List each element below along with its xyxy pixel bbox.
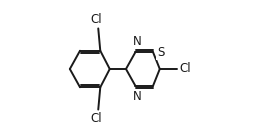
- Text: N: N: [133, 35, 142, 48]
- Text: Cl: Cl: [90, 112, 102, 125]
- Text: S: S: [157, 46, 165, 59]
- Text: Cl: Cl: [90, 13, 102, 26]
- Text: N: N: [133, 90, 142, 103]
- Text: Cl: Cl: [180, 63, 191, 75]
